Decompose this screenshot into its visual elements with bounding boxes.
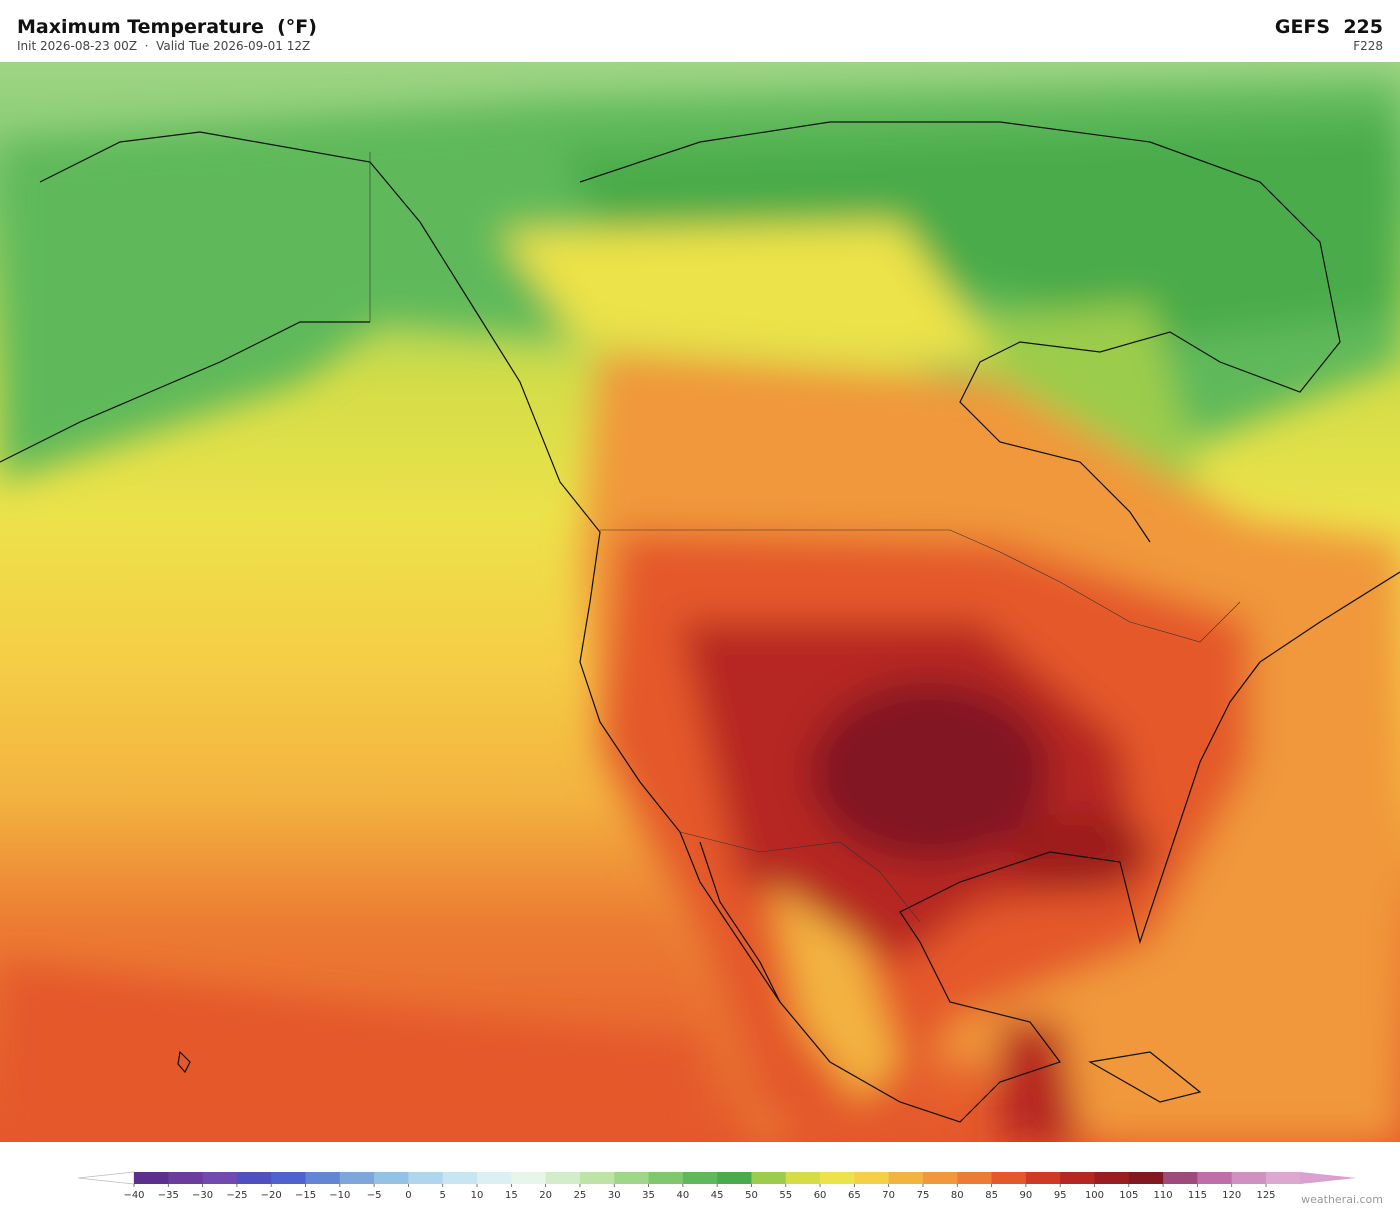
colorbar-tick-label: 125 (1256, 1190, 1275, 1201)
colorbar-tick-label: 45 (711, 1190, 724, 1201)
colorbar-tick-label: 60 (814, 1190, 827, 1201)
colorbar-tick-label: 25 (574, 1190, 587, 1201)
temperature-fields (0, 82, 1400, 1142)
colorbar-segment (202, 1172, 238, 1184)
colorbar-tick-label: −15 (295, 1190, 316, 1201)
colorbar-segment (168, 1172, 204, 1184)
colorbar-segment (785, 1172, 821, 1184)
colorbar-segment (614, 1172, 650, 1184)
coastlines (0, 121, 1400, 1123)
colorbar-segment (1025, 1172, 1061, 1184)
colorbar-segment (1094, 1172, 1130, 1184)
colorbar-tick-label: 70 (882, 1190, 895, 1201)
colorbar-tick-label: 80 (951, 1190, 964, 1201)
colorbar-tick-label: 15 (505, 1190, 518, 1201)
colorbar: −40 −35 −30 −25 −20 −15 −10 −5 0 5 10 15 20 25 30 35 40 4… (77, 1171, 1357, 1201)
colorbar-segment (579, 1172, 615, 1184)
forecast-hour: F228 (1353, 39, 1383, 53)
colorbar-segment (305, 1172, 341, 1184)
colorbar-segment (545, 1172, 581, 1184)
watermark: weatherai.com (1301, 1193, 1383, 1206)
colorbar-segment (991, 1172, 1027, 1184)
colorbar-segment (1163, 1172, 1198, 1184)
colorbar-tick-label: −35 (158, 1190, 179, 1201)
colorbar-tick-label: −40 (123, 1190, 144, 1201)
model-name: GEFS 225 (1274, 16, 1383, 38)
colorbar-segment (1197, 1172, 1233, 1184)
colorbar-segment (888, 1172, 924, 1184)
colorbar-over (1300, 1172, 1357, 1184)
temperature-map (0, 62, 1400, 1142)
colorbar-tick-label: 100 (1085, 1190, 1104, 1201)
colorbar-segment (922, 1172, 958, 1184)
colorbar-tick-label: −5 (367, 1190, 382, 1201)
colorbar-tick-label: 40 (676, 1190, 689, 1201)
colorbar-segment (820, 1172, 855, 1184)
colorbar-segment (717, 1172, 752, 1184)
colorbar-tick-label: 30 (608, 1190, 621, 1201)
colorbar-tick-label: 105 (1119, 1190, 1138, 1201)
colorbar-tick-label: −10 (329, 1190, 350, 1201)
colorbar-tick-label: 55 (779, 1190, 792, 1201)
colorbar-segment (1060, 1172, 1095, 1184)
colorbar-segment (1231, 1172, 1267, 1184)
colorbar-tick-label: 35 (642, 1190, 655, 1201)
colorbar-tick-label: −25 (226, 1190, 247, 1201)
colorbar-tick-label: 85 (985, 1190, 998, 1201)
colorbar-tick-label: 65 (848, 1190, 861, 1201)
colorbar-tick-label: 95 (1054, 1190, 1067, 1201)
colorbar-tick-label: 0 (405, 1190, 411, 1201)
colorbar-segment (408, 1172, 444, 1184)
colorbar-under (77, 1171, 135, 1185)
colorbar-segment (271, 1172, 307, 1184)
colorbar-segment (1266, 1172, 1301, 1184)
colorbar-tick-label: 75 (917, 1190, 930, 1201)
colorbar-tick-label: 5 (440, 1190, 446, 1201)
colorbar-tick-label: 90 (1020, 1190, 1033, 1201)
colorbar-segment (854, 1172, 890, 1184)
colorbar-segment (236, 1172, 272, 1184)
colorbar-tick-label: −30 (192, 1190, 213, 1201)
map-subtitle: Init 2026-08-23 00Z · Valid Tue 2026-09-… (17, 39, 311, 53)
colorbar-segment (477, 1172, 512, 1184)
colorbar-segment (134, 1172, 169, 1184)
colorbar-tick-label: 20 (539, 1190, 552, 1201)
map-title: Maximum Temperature (°F) (17, 16, 317, 38)
colorbar-tick-label: 50 (745, 1190, 758, 1201)
colorbar-tick-label: 115 (1188, 1190, 1207, 1201)
borders (369, 152, 1241, 923)
colorbar-tick-label: −20 (261, 1190, 282, 1201)
colorbar-segment (339, 1172, 375, 1184)
colorbar-tick-label: 10 (471, 1190, 484, 1201)
colorbar-tick-label: 120 (1222, 1190, 1241, 1201)
colorbar-tick-label: 110 (1154, 1190, 1173, 1201)
colorbar-segment (957, 1172, 993, 1184)
colorbar-segment (511, 1172, 547, 1184)
colorbar-segment (442, 1172, 478, 1184)
colorbar-segment (648, 1172, 684, 1184)
colorbar-segment (1128, 1172, 1164, 1184)
colorbar-segment (682, 1172, 718, 1184)
colorbar-segment (374, 1172, 409, 1184)
colorbar-segment (751, 1172, 787, 1184)
